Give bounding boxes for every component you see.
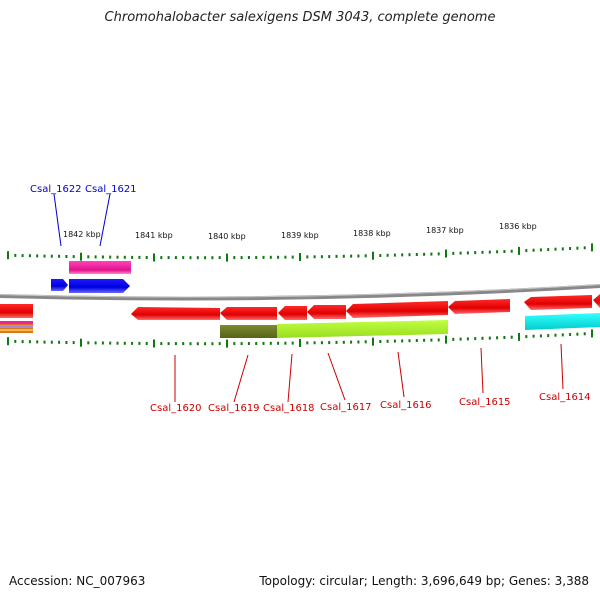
genome-summary-text: Topology: circular; Length: 3,696,649 bp… <box>259 574 589 588</box>
gene-label-csal-1618[interactable]: Csal_1618 <box>263 403 315 414</box>
gene-csal-1622-arrow[interactable] <box>51 279 68 291</box>
scale-label-1839: 1839 kbp <box>281 231 319 240</box>
gene-label-csal-1615[interactable]: Csal_1615 <box>459 397 511 408</box>
scale-label-1836: 1836 kbp <box>499 222 537 231</box>
leader-csal-1614 <box>560 343 564 390</box>
scale-label-1838: 1838 kbp <box>353 229 391 238</box>
gene-csal-1621-arrow[interactable] <box>69 279 130 293</box>
gene-label-csal-1616[interactable]: Csal_1616 <box>380 400 432 411</box>
feature-magenta-box[interactable] <box>69 261 131 274</box>
gene-left-partial-arrow[interactable] <box>0 304 33 318</box>
feature-cyan-box[interactable] <box>525 313 600 330</box>
gene-csal-1620-arrow[interactable] <box>131 307 220 320</box>
gene-label-csal-1617[interactable]: Csal_1617 <box>320 402 372 413</box>
leader-csal-1615 <box>480 347 484 394</box>
gene-csal-1617-arrow[interactable] <box>307 305 346 319</box>
gene-csal-1619-arrow[interactable] <box>220 307 277 320</box>
gene-label-csal-1614[interactable]: Csal_1614 <box>539 392 591 403</box>
gene-label-csal-1619[interactable]: Csal_1619 <box>208 403 260 414</box>
gene-right-partial-arrow[interactable] <box>593 294 600 308</box>
accession-text: Accession: NC_007963 <box>9 574 146 588</box>
ticks-bottom <box>7 329 593 348</box>
gene-label-csal-1622[interactable]: Csal_1622 <box>30 184 82 195</box>
leader-csal-1616 <box>397 351 405 398</box>
leader-csal-1617 <box>327 352 346 401</box>
scale-label-1842: 1842 kbp <box>63 230 101 239</box>
leader-csal-1622 <box>53 193 62 247</box>
leader-csal-1621 <box>99 193 111 247</box>
leader-csal-1618 <box>287 353 293 403</box>
gene-label-csal-1620[interactable]: Csal_1620 <box>150 403 202 414</box>
gene-csal-1618-arrow[interactable] <box>278 306 307 320</box>
scale-label-1840: 1840 kbp <box>208 232 246 241</box>
ticks-top <box>7 243 593 262</box>
gene-label-csal-1621[interactable]: Csal_1621 <box>85 184 137 195</box>
scale-label-1841: 1841 kbp <box>135 231 173 240</box>
scale-label-1837: 1837 kbp <box>426 226 464 235</box>
feature-lime-box[interactable] <box>277 320 448 338</box>
genome-backbone <box>0 284 600 301</box>
gene-csal-1615-arrow[interactable] <box>448 299 510 314</box>
gene-csal-1616-arrow[interactable] <box>346 301 448 318</box>
feature-olive-box[interactable] <box>220 325 277 338</box>
map-title: Chromohalobacter salexigens DSM 3043, co… <box>104 10 496 25</box>
gene-csal-1614-arrow[interactable] <box>524 295 592 310</box>
leader-csal-1619 <box>233 354 249 403</box>
